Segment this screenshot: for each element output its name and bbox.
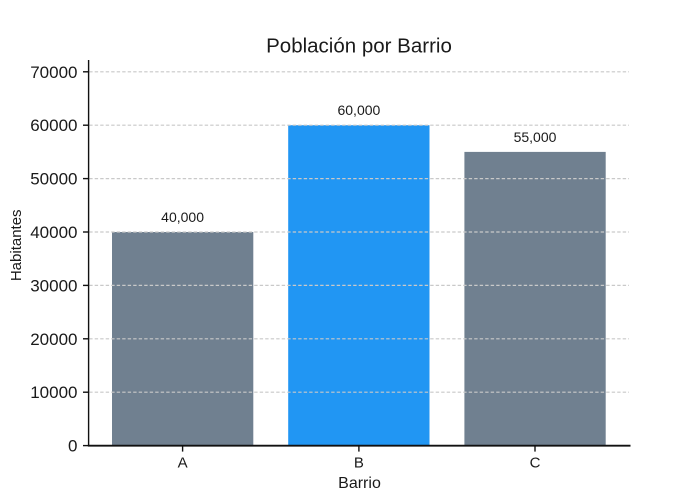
svg-text:0: 0 — [68, 437, 77, 456]
svg-text:60000: 60000 — [30, 116, 77, 135]
svg-text:Habitantes: Habitantes — [8, 209, 25, 281]
svg-text:40,000: 40,000 — [161, 209, 204, 225]
svg-text:Población por Barrio: Población por Barrio — [266, 34, 452, 57]
svg-text:C: C — [530, 455, 541, 472]
svg-text:10000: 10000 — [30, 383, 77, 402]
svg-text:40000: 40000 — [30, 223, 77, 242]
svg-text:30000: 30000 — [30, 276, 77, 295]
svg-text:50000: 50000 — [30, 170, 77, 189]
svg-text:B: B — [354, 455, 364, 472]
svg-text:55,000: 55,000 — [514, 129, 557, 145]
svg-text:20000: 20000 — [30, 330, 77, 349]
svg-text:A: A — [178, 455, 188, 472]
svg-text:70000: 70000 — [30, 63, 77, 82]
svg-text:60,000: 60,000 — [337, 102, 380, 118]
svg-text:Barrio: Barrio — [338, 475, 381, 492]
